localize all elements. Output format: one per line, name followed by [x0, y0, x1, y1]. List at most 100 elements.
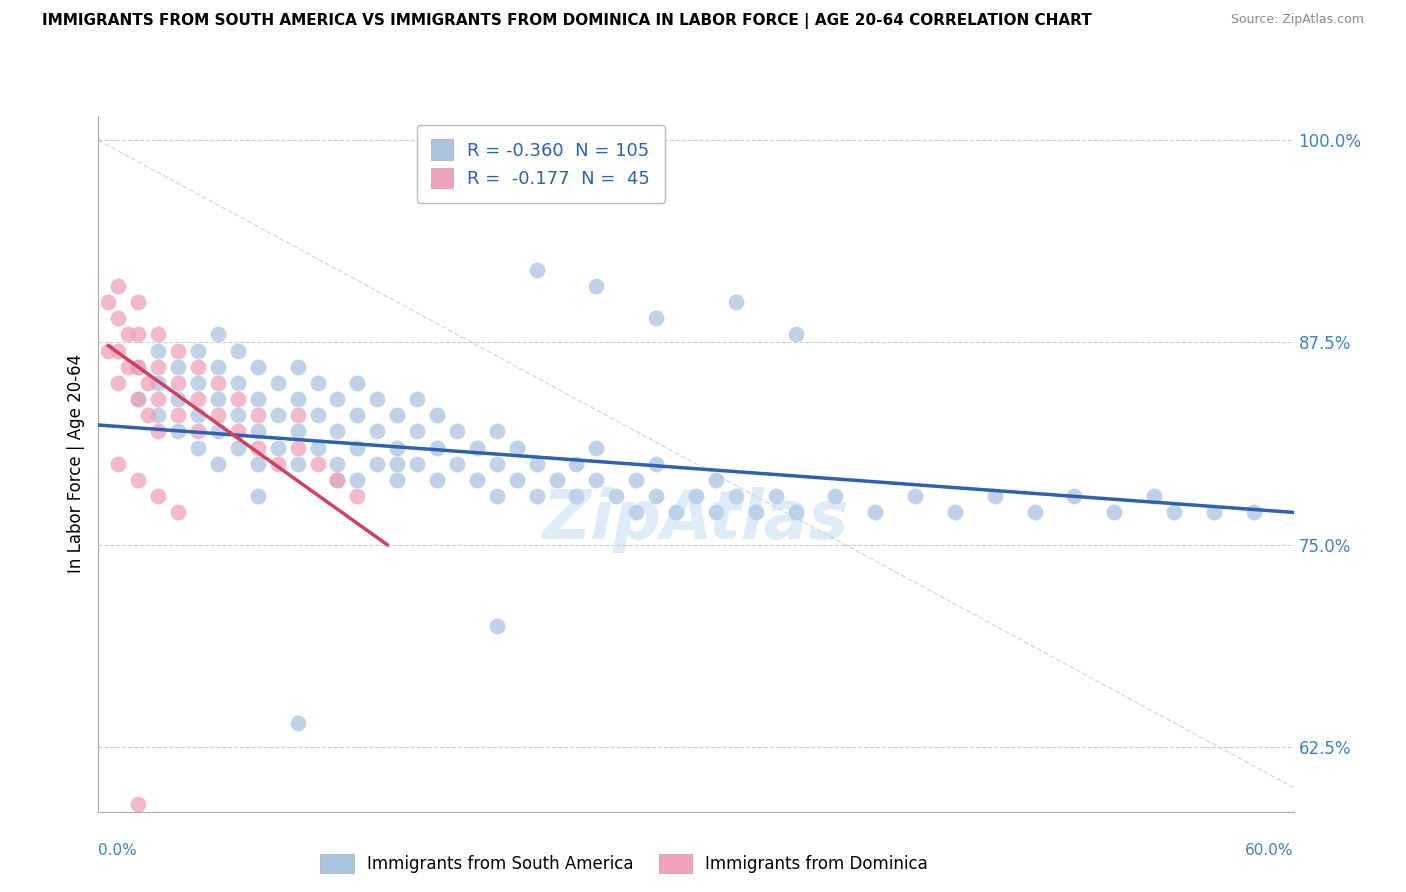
Point — [207, 425, 229, 439]
Point — [406, 392, 429, 406]
Point — [624, 473, 647, 487]
Point — [346, 489, 368, 503]
Point — [167, 343, 190, 358]
Point — [287, 359, 309, 374]
Point — [127, 295, 149, 310]
Point — [605, 489, 627, 503]
Point — [863, 505, 886, 519]
Text: Source: ZipAtlas.com: Source: ZipAtlas.com — [1230, 13, 1364, 27]
Point — [207, 409, 229, 423]
Point — [187, 359, 209, 374]
Point — [287, 457, 309, 471]
Point — [136, 376, 159, 390]
Point — [148, 343, 170, 358]
Point — [1063, 489, 1085, 503]
Point — [246, 392, 269, 406]
Point — [485, 425, 508, 439]
Point — [287, 715, 309, 730]
Point — [246, 359, 269, 374]
Point — [307, 457, 329, 471]
Point — [226, 425, 249, 439]
Point — [745, 505, 768, 519]
Point — [187, 343, 209, 358]
Point — [267, 409, 290, 423]
Point — [307, 409, 329, 423]
Point — [287, 425, 309, 439]
Point — [465, 473, 488, 487]
Point — [704, 473, 727, 487]
Point — [127, 359, 149, 374]
Point — [267, 457, 290, 471]
Point — [187, 392, 209, 406]
Point — [685, 489, 707, 503]
Point — [207, 376, 229, 390]
Point — [485, 618, 508, 632]
Point — [107, 311, 129, 326]
Point — [167, 392, 190, 406]
Point — [585, 473, 607, 487]
Point — [287, 441, 309, 455]
Point — [107, 457, 129, 471]
Point — [187, 409, 209, 423]
Point — [366, 425, 388, 439]
Point — [366, 457, 388, 471]
Point — [366, 392, 388, 406]
Point — [785, 327, 807, 342]
Point — [148, 489, 170, 503]
Point — [136, 409, 159, 423]
Point — [226, 343, 249, 358]
Point — [148, 376, 170, 390]
Point — [127, 359, 149, 374]
Point — [148, 392, 170, 406]
Point — [526, 457, 548, 471]
Point — [107, 376, 129, 390]
Point — [107, 343, 129, 358]
Point — [148, 359, 170, 374]
Point — [246, 441, 269, 455]
Point — [426, 441, 449, 455]
Point — [1202, 505, 1225, 519]
Point — [724, 295, 747, 310]
Point — [645, 489, 668, 503]
Point — [426, 409, 449, 423]
Point — [326, 425, 349, 439]
Point — [506, 441, 529, 455]
Point — [526, 489, 548, 503]
Point — [346, 409, 368, 423]
Point — [724, 489, 747, 503]
Point — [246, 425, 269, 439]
Point — [765, 489, 787, 503]
Y-axis label: In Labor Force | Age 20-64: In Labor Force | Age 20-64 — [66, 354, 84, 574]
Point — [127, 473, 149, 487]
Point — [226, 441, 249, 455]
Point — [426, 473, 449, 487]
Point — [326, 473, 349, 487]
Point — [167, 425, 190, 439]
Text: 0.0%: 0.0% — [98, 843, 138, 858]
Point — [226, 409, 249, 423]
Point — [246, 489, 269, 503]
Point — [207, 359, 229, 374]
Point — [267, 376, 290, 390]
Point — [267, 441, 290, 455]
Point — [326, 457, 349, 471]
Point — [406, 457, 429, 471]
Point — [226, 376, 249, 390]
Point — [983, 489, 1005, 503]
Point — [645, 311, 668, 326]
Point — [1024, 505, 1046, 519]
Point — [326, 392, 349, 406]
Point — [127, 392, 149, 406]
Point — [785, 505, 807, 519]
Point — [187, 376, 209, 390]
Point — [246, 457, 269, 471]
Point — [385, 409, 409, 423]
Point — [585, 278, 607, 293]
Point — [1143, 489, 1166, 503]
Point — [585, 441, 607, 455]
Point — [446, 425, 468, 439]
Legend: Immigrants from South America, Immigrants from Dominica: Immigrants from South America, Immigrant… — [314, 847, 935, 880]
Point — [346, 441, 368, 455]
Point — [207, 457, 229, 471]
Point — [307, 376, 329, 390]
